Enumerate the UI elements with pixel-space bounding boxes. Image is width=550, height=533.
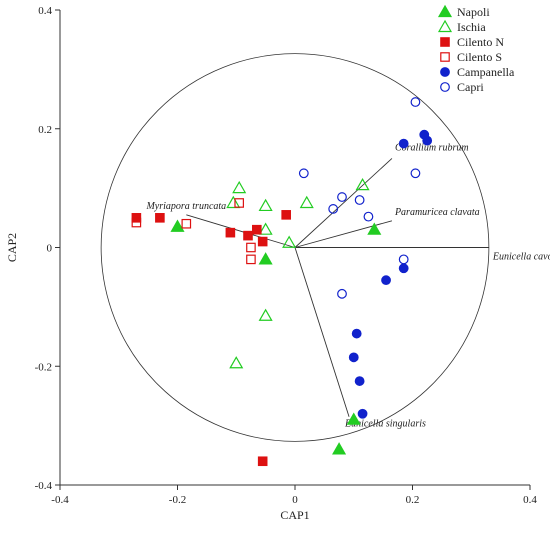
- point-napoli: [346, 412, 361, 425]
- vector-label: Paramuricea clavata: [394, 207, 480, 218]
- point-campanella: [422, 135, 433, 146]
- point-ischia: [232, 180, 247, 194]
- point-cilento-n: [243, 230, 253, 241]
- y-tick-label: -0.4: [35, 480, 53, 492]
- y-tick-label: 0.2: [38, 124, 52, 136]
- vector-label: Corallium rubrum: [395, 142, 469, 153]
- legend-label-cilento-n: Cilento N: [457, 35, 504, 49]
- x-axis-label: CAP1: [280, 508, 309, 522]
- y-tick-label: 0.4: [38, 5, 52, 17]
- point-campanella: [398, 263, 409, 274]
- vector-line: [294, 158, 393, 248]
- point-cilento-n: [257, 236, 268, 247]
- point-ischia: [355, 177, 370, 191]
- legend-marker-cilento-n: [440, 37, 450, 47]
- legend-marker-napoli: [437, 4, 453, 18]
- point-cilento-s: [246, 242, 256, 253]
- point-napoli: [170, 219, 185, 232]
- point-capri: [298, 168, 309, 179]
- point-capri: [410, 97, 421, 107]
- point-ischia: [258, 222, 273, 235]
- point-cilento-n: [281, 210, 291, 220]
- points-group: [131, 97, 433, 467]
- point-ischia: [299, 195, 314, 209]
- legend-label-cilento-s: Cilento S: [457, 50, 502, 64]
- point-capri: [337, 192, 347, 202]
- x-axis-ticks: -0.4 -0.2 0 0.2 0.4: [51, 485, 537, 506]
- point-napoli: [367, 222, 382, 235]
- point-campanella: [354, 376, 365, 386]
- vector-label: Eunicella cavolinii: [492, 252, 550, 263]
- point-cilento-n: [155, 213, 165, 223]
- point-cilento-n: [252, 224, 262, 235]
- point-campanella: [351, 328, 362, 339]
- x-tick-label: 0: [292, 494, 298, 506]
- legend-label-campanella: Campanella: [457, 65, 515, 79]
- point-ischia: [282, 235, 297, 248]
- legend-marker-ischia: [437, 19, 453, 33]
- point-capri: [398, 254, 409, 265]
- point-cilento-n: [257, 456, 268, 467]
- legend-label-ischia: Ischia: [457, 20, 486, 34]
- point-campanella: [348, 352, 359, 363]
- point-capri: [337, 288, 347, 299]
- legend-label-capri: Capri: [457, 80, 484, 94]
- x-tick-label: 0.4: [523, 494, 537, 506]
- x-tick-label: -0.2: [169, 494, 186, 506]
- point-cilento-s: [131, 217, 142, 228]
- point-ischia: [229, 356, 244, 369]
- point-napoli: [258, 252, 273, 265]
- point-ischia: [226, 195, 241, 209]
- legend-label-napoli: Napoli: [457, 5, 490, 19]
- vector-label: Myriapora truncata: [145, 201, 226, 212]
- legend-marker-campanella: [440, 67, 450, 77]
- point-campanella: [398, 138, 409, 149]
- vector-label: Eunicella singularis: [344, 419, 426, 430]
- point-cilento-n: [225, 227, 236, 238]
- point-campanella: [381, 275, 391, 286]
- point-napoli: [332, 442, 347, 455]
- point-capri: [410, 168, 421, 179]
- point-ischia: [258, 198, 273, 212]
- point-cilento-s: [234, 198, 244, 208]
- legend-marker-capri: [440, 82, 450, 92]
- point-capri: [328, 204, 339, 214]
- y-tick-label: 0: [47, 243, 53, 255]
- point-ischia: [258, 308, 273, 321]
- vector-line: [294, 247, 350, 417]
- x-tick-label: 0.2: [406, 494, 420, 506]
- legend-marker-cilento-s: [440, 52, 450, 62]
- point-campanella: [357, 408, 368, 419]
- x-tick-label: -0.4: [51, 494, 69, 506]
- y-axis-label: CAP2: [5, 233, 19, 262]
- y-axis-ticks: -0.4 -0.2 0 0.2 0.4: [35, 5, 60, 492]
- point-capri: [354, 195, 365, 205]
- y-tick-label: -0.2: [35, 361, 52, 373]
- point-cilento-s: [246, 254, 256, 265]
- point-capri: [363, 211, 374, 222]
- vector-line: [186, 214, 296, 248]
- point-cilento-s: [181, 218, 192, 229]
